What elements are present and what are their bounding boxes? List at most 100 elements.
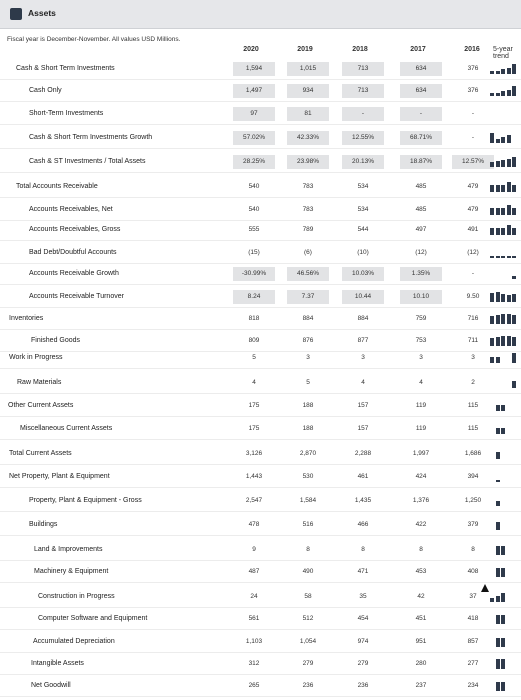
trend-sparkline[interactable]	[490, 312, 518, 326]
cell-2020: 1,497	[233, 84, 275, 98]
cell-2017: 424	[415, 473, 427, 480]
cell-2020: 1,103	[245, 638, 263, 645]
trend-sparkline[interactable]	[490, 447, 518, 461]
cell-2020: 175	[248, 402, 260, 409]
trend-sparkline[interactable]	[490, 223, 518, 237]
cell-2019: 789	[302, 226, 314, 233]
cell-2020: 57.02%	[233, 131, 275, 145]
row-divider	[0, 351, 521, 352]
row-label: Intangible Assets	[31, 660, 84, 667]
trend-sparkline[interactable]	[490, 334, 518, 348]
trend-sparkline[interactable]	[490, 107, 518, 121]
year-header-2017: 2017	[410, 46, 426, 53]
row-divider	[0, 329, 521, 330]
trend-sparkline[interactable]	[490, 376, 518, 390]
trend-bar	[501, 69, 505, 74]
trend-sparkline[interactable]	[490, 543, 518, 557]
trend-sparkline[interactable]	[490, 657, 518, 671]
row-divider	[0, 197, 521, 198]
trend-sparkline[interactable]	[490, 180, 518, 194]
trend-sparkline[interactable]	[490, 351, 518, 365]
row-divider	[0, 416, 521, 417]
cell-2016: 9.50	[466, 293, 480, 300]
row-divider	[0, 487, 521, 488]
trend-bar	[512, 381, 516, 388]
trend-sparkline[interactable]	[490, 131, 518, 145]
cell-2017: 634	[400, 62, 442, 76]
cell-2018: 10.03%	[342, 267, 384, 281]
trend-bar	[495, 315, 500, 324]
cell-2019: 876	[302, 337, 314, 344]
cell-2020: 1,443	[245, 473, 263, 480]
cell-2016: 1,250	[464, 497, 482, 504]
trend-sparkline[interactable]	[490, 612, 518, 626]
year-header-2020: 2020	[243, 46, 259, 53]
trend-sparkline[interactable]	[490, 62, 518, 76]
trend-sparkline[interactable]	[490, 290, 518, 304]
trend-sparkline[interactable]	[490, 246, 518, 260]
cell-2016: 408	[467, 568, 479, 575]
trend-bar	[490, 316, 494, 324]
cell-2018: 466	[357, 521, 369, 528]
cell-2019: 2,870	[299, 450, 317, 457]
trend-bar	[495, 428, 500, 434]
trend-sparkline[interactable]	[490, 470, 518, 484]
trend-sparkline[interactable]	[490, 267, 518, 281]
cell-2016: 479	[467, 183, 479, 190]
trend-sparkline[interactable]	[490, 494, 518, 508]
row-divider	[0, 582, 521, 583]
trend-sparkline[interactable]	[490, 399, 518, 413]
trend-bar	[490, 208, 494, 215]
trend-sparkline[interactable]	[490, 422, 518, 436]
trend-sparkline[interactable]	[490, 518, 518, 532]
trend-bar	[501, 546, 505, 555]
trend-bar	[512, 276, 516, 279]
row-label: Accounts Receivable Growth	[29, 270, 119, 277]
trend-sparkline[interactable]	[490, 565, 518, 579]
trend-sparkline[interactable]	[490, 203, 518, 217]
cell-2016: (12)	[467, 249, 479, 256]
mouse-cursor-icon	[481, 584, 489, 592]
trend-bar	[495, 596, 500, 602]
cell-2016: 2	[471, 379, 475, 386]
row-label: Total Current Assets	[9, 450, 72, 457]
row-divider	[0, 607, 521, 608]
trend-bar	[506, 336, 511, 346]
trend-bar	[490, 357, 494, 363]
cell-2018: 454	[357, 615, 369, 622]
cell-2017: 3	[419, 354, 423, 361]
trend-bar	[501, 682, 505, 691]
cell-2019: 490	[302, 568, 314, 575]
trend-sparkline[interactable]	[490, 590, 518, 604]
cell-2017: 8	[419, 546, 423, 553]
trend-bar	[501, 615, 505, 624]
cell-2018: 534	[357, 183, 369, 190]
cell-2016: 3	[471, 354, 475, 361]
trend-sparkline[interactable]	[490, 84, 518, 98]
trend-bar	[501, 405, 505, 411]
trend-bar	[495, 682, 500, 691]
trend-bar	[495, 615, 500, 624]
cell-2016: 234	[467, 682, 479, 689]
trend-sparkline[interactable]	[490, 635, 518, 649]
cell-2019: 58	[304, 593, 312, 600]
cell-2016: 479	[467, 206, 479, 213]
cell-2018: -	[342, 107, 384, 121]
row-label: Land & Improvements	[34, 546, 103, 553]
row-label: Property, Plant & Equipment - Gross	[29, 497, 142, 504]
trend-bar	[512, 315, 516, 324]
row-label: Construction in Progress	[38, 593, 115, 600]
trend-sparkline[interactable]	[490, 679, 518, 693]
trend-bar	[490, 133, 494, 143]
trend-sparkline[interactable]	[490, 155, 518, 169]
cell-2019: 42.33%	[287, 131, 329, 145]
row-label: Cash & Short Term Investments	[16, 65, 115, 72]
row-divider	[0, 674, 521, 675]
cell-2020: 8.24	[233, 290, 275, 304]
trend-bar	[506, 159, 511, 167]
row-divider	[0, 263, 521, 264]
row-label: Computer Software and Equipment	[38, 615, 148, 622]
trend-bar	[512, 185, 516, 192]
row-divider	[0, 368, 521, 369]
